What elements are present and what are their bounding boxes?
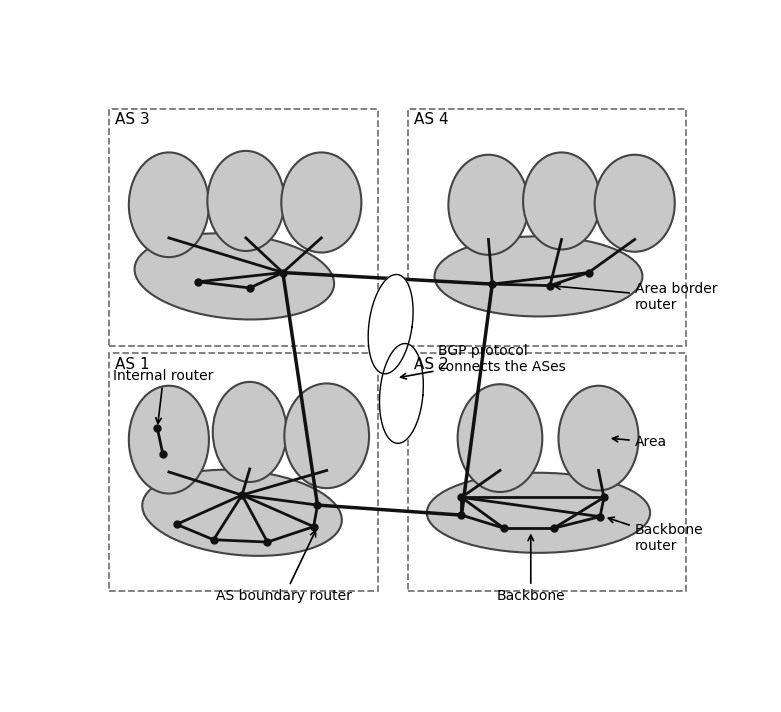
Text: AS 4: AS 4 (414, 112, 448, 127)
Text: Internal router: Internal router (113, 369, 214, 424)
Ellipse shape (558, 386, 639, 491)
Ellipse shape (281, 152, 362, 253)
Ellipse shape (129, 152, 209, 257)
Ellipse shape (142, 470, 342, 556)
Ellipse shape (129, 386, 209, 493)
Text: AS boundary router: AS boundary router (216, 531, 352, 603)
Ellipse shape (134, 234, 334, 320)
Text: Backbone: Backbone (497, 535, 565, 603)
Text: BGP protocol
connects the ASes: BGP protocol connects the ASes (401, 344, 566, 379)
Ellipse shape (212, 382, 287, 482)
Bar (408, 108, 686, 346)
Ellipse shape (434, 236, 643, 316)
Polygon shape (368, 275, 413, 374)
Text: Area: Area (612, 435, 667, 449)
Ellipse shape (458, 384, 542, 492)
Ellipse shape (448, 155, 529, 255)
Ellipse shape (208, 151, 284, 251)
Text: AS 3: AS 3 (115, 112, 150, 127)
Bar (109, 353, 378, 590)
Text: Area border
router: Area border router (555, 282, 717, 313)
Ellipse shape (594, 155, 675, 252)
Ellipse shape (427, 473, 650, 553)
Text: AS 2: AS 2 (414, 357, 448, 372)
Text: AS 1: AS 1 (115, 357, 150, 372)
Polygon shape (380, 344, 423, 444)
Bar (109, 108, 378, 346)
Ellipse shape (523, 152, 600, 249)
Bar (408, 353, 686, 590)
Text: Backbone
router: Backbone router (608, 517, 704, 553)
Ellipse shape (284, 384, 369, 488)
